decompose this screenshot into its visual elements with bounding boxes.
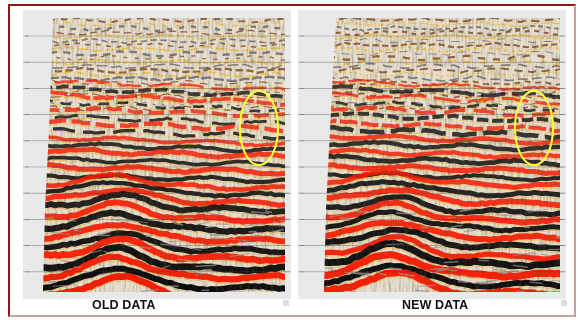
time-grid-lines (23, 35, 291, 273)
new-data-seismic-section (298, 18, 566, 292)
left-axis-ticks (300, 35, 304, 273)
resize-grip-icon (561, 300, 567, 306)
time-grid-lines (298, 35, 566, 273)
old-data-caption: OLD DATA (92, 298, 156, 312)
left-axis-ticks (25, 35, 29, 273)
new-data-panel (298, 10, 566, 299)
highlight-ellipse (239, 90, 279, 166)
old-data-panel (23, 10, 291, 299)
old-data-seismic-section (23, 18, 291, 292)
highlight-ellipse (514, 90, 554, 166)
resize-grip-icon (283, 300, 289, 306)
right-axis-ticks (560, 35, 564, 273)
new-data-caption: NEW DATA (402, 298, 469, 312)
right-axis-ticks (285, 35, 289, 273)
figure-frame: OLD DATA NEW DATA (8, 4, 576, 317)
